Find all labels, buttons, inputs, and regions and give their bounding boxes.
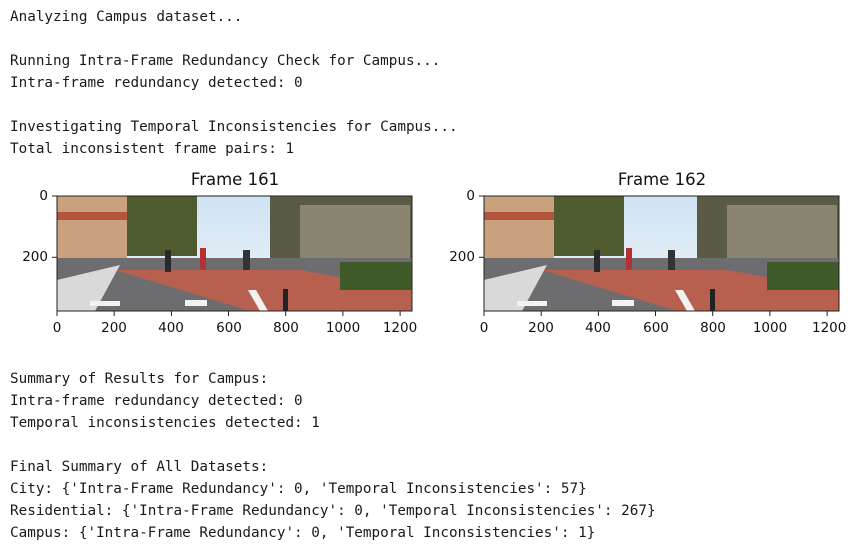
frame-161-ytick-0: 0	[39, 188, 48, 204]
summary-temporal: Temporal inconsistencies detected: 1	[10, 415, 320, 431]
output-line-temporal-total: Total inconsistent frame pairs: 1	[10, 141, 295, 157]
final-summary-residential: Residential: {'Intra-Frame Redundancy': …	[10, 503, 656, 519]
frame-162-image	[484, 196, 839, 311]
final-summary-header: Final Summary of All Datasets:	[10, 459, 269, 475]
final-summary-city: City: {'Intra-Frame Redundancy': 0, 'Tem…	[10, 481, 587, 497]
frame-162-xtick-400: 400	[585, 320, 611, 336]
frame-161-xtick-200: 200	[101, 320, 127, 336]
output-line-intra-detected: Intra-frame redundancy detected: 0	[10, 75, 303, 91]
frame-161-xtick-600: 600	[216, 320, 242, 336]
frame-161-xtick-800: 800	[273, 320, 299, 336]
summary-header: Summary of Results for Campus:	[10, 371, 269, 387]
frame-162-xtick-1200: 1200	[812, 320, 847, 336]
frame-161-xtick-1000: 1000	[325, 320, 361, 336]
frame-161-xtick-1200: 1200	[382, 320, 418, 336]
frame-162-xtick-0: 0	[479, 320, 489, 336]
final-summary-campus: Campus: {'Intra-Frame Redundancy': 0, 'T…	[10, 525, 596, 541]
summary-intra: Intra-frame redundancy detected: 0	[10, 393, 303, 409]
frame-162-title: Frame 162	[617, 170, 707, 189]
output-line-intra-running: Running Intra-Frame Redundancy Check for…	[10, 53, 441, 69]
output-line-temporal-running: Investigating Temporal Inconsistencies f…	[10, 119, 458, 135]
frame-162-xtick-800: 800	[700, 320, 726, 336]
frame-162-ytick-0: 0	[466, 188, 475, 204]
frame-161-ytick-200: 200	[22, 249, 48, 265]
frame-161-xtick-400: 400	[158, 320, 184, 336]
frame-161-title: Frame 161	[190, 170, 280, 189]
frame-161-image	[57, 196, 412, 311]
frame-162-xtick-200: 200	[528, 320, 554, 336]
frame-162-xtick-600: 600	[643, 320, 669, 336]
frame-162-xtick-1000: 1000	[752, 320, 788, 336]
frame-161-xtick-0: 0	[52, 320, 62, 336]
output-line-analyzing: Analyzing Campus dataset...	[10, 9, 243, 25]
frame-162-ytick-200: 200	[449, 249, 475, 265]
